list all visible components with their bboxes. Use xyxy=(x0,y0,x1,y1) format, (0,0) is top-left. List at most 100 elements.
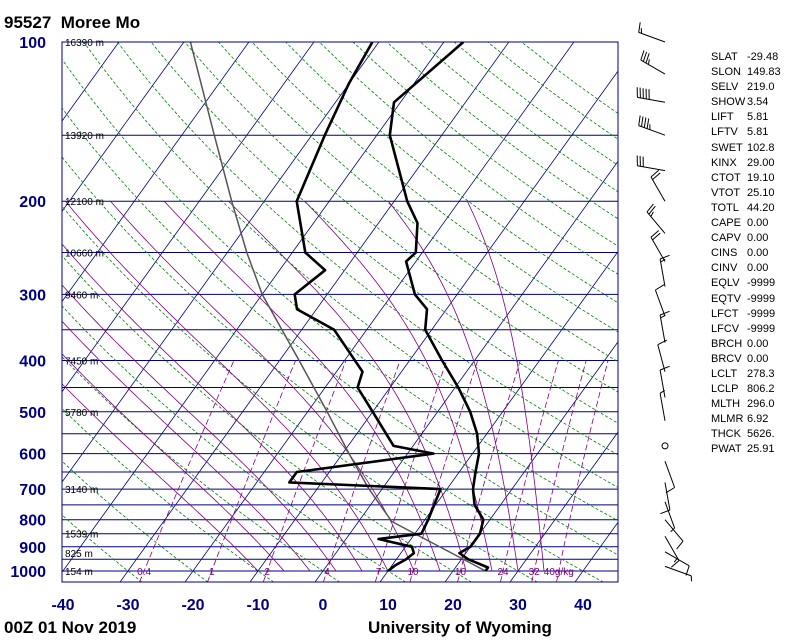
height-label: 16390 m xyxy=(65,38,104,49)
calm-wind-marker xyxy=(661,442,669,450)
index-name: LFTV xyxy=(711,126,738,139)
index-value: 29.00 xyxy=(747,156,775,169)
index-name: KINX xyxy=(711,156,737,169)
pressure-label: 800 xyxy=(19,513,46,530)
wind-barb-staff xyxy=(638,31,666,43)
wind-barb-staff xyxy=(659,314,666,343)
dry-adiabat xyxy=(62,407,275,582)
index-value: 25.91 xyxy=(747,443,775,456)
mixing-ratio-line xyxy=(207,360,296,582)
index-row: CTOT 19.10 xyxy=(711,171,781,186)
wind-barb-feather xyxy=(659,365,670,371)
dry-adiabat xyxy=(62,107,618,556)
index-value: 6.92 xyxy=(747,413,769,426)
wind-barb-feather xyxy=(659,389,665,394)
index-row: VTOT 25.10 xyxy=(711,186,781,201)
wind-barb-staff xyxy=(664,536,680,561)
index-value: 5.81 xyxy=(747,111,769,124)
wind-barb-staff xyxy=(664,501,676,529)
wind-barb-staff xyxy=(664,461,676,488)
index-row: SLON 149.83 xyxy=(711,65,781,80)
wind-barb-feather xyxy=(665,487,675,494)
index-value: 19.10 xyxy=(747,171,775,184)
wind-barb-feather xyxy=(659,254,670,260)
index-value: 278.3 xyxy=(747,367,775,380)
height-label: 7450 m xyxy=(65,357,98,368)
index-name: TOTL xyxy=(711,201,739,214)
wind-barb-feather xyxy=(650,169,660,178)
isotherm-line xyxy=(379,250,618,582)
station-name: Moree Mo xyxy=(60,13,141,32)
moist-adiabat xyxy=(65,200,389,572)
dry-adiabat xyxy=(285,42,618,304)
isotherm-line xyxy=(62,42,185,212)
dry-adiabat xyxy=(62,156,604,582)
height-label: 10660 m xyxy=(65,249,104,260)
mixing-ratio-label: 32 xyxy=(529,567,541,578)
moist-adiabat xyxy=(387,200,519,572)
dry-adiabat xyxy=(184,42,618,393)
index-row: EQLV -9999 xyxy=(711,276,781,291)
temperature-tick-label: 10 xyxy=(379,597,397,614)
temperature-tick-label: -30 xyxy=(116,597,139,614)
temperature-tick-label: -20 xyxy=(181,597,204,614)
index-value: 0.00 xyxy=(747,337,769,350)
index-name: BRCH xyxy=(711,337,743,350)
index-name: CINS xyxy=(711,247,738,260)
index-value: -29.48 xyxy=(747,51,779,63)
moist-adiabat xyxy=(62,353,285,572)
temperature-tick-label: 0 xyxy=(319,597,328,614)
wind-barb-staff xyxy=(664,551,690,567)
isotherm-line xyxy=(62,42,250,303)
wind-barb-feather xyxy=(655,284,665,291)
index-name: LFCV xyxy=(711,322,740,335)
index-value: 219.0 xyxy=(747,81,775,94)
index-name: EQLV xyxy=(711,277,740,290)
index-name: LCLT xyxy=(711,367,738,380)
index-value: 296.0 xyxy=(747,398,775,411)
index-row: BRCV 0.00 xyxy=(711,352,781,367)
wind-barb-staff xyxy=(659,393,666,421)
wind-barb-staff xyxy=(637,96,666,103)
wind-barbs xyxy=(636,22,692,582)
index-value: -9999 xyxy=(747,277,776,290)
wind-barb-feather xyxy=(650,211,654,217)
index-value: 5626. xyxy=(747,428,775,441)
isotherm-line xyxy=(509,431,618,582)
moist-adiabat xyxy=(163,200,441,572)
index-value: 0.00 xyxy=(747,217,769,230)
moist-adiabat xyxy=(466,201,545,572)
mixing-ratio-line xyxy=(374,360,448,582)
wind-barb-staff xyxy=(664,519,684,542)
isotherm-line xyxy=(62,42,380,483)
dry-adiabat xyxy=(62,356,341,582)
index-value: 102.8 xyxy=(747,141,775,154)
index-value: 0.00 xyxy=(747,352,769,365)
wind-barb-feather xyxy=(645,53,650,64)
index-row: SHOW 3.54 xyxy=(711,95,781,110)
wind-barb-feather xyxy=(646,203,654,213)
index-value: 0.00 xyxy=(747,247,769,260)
wind-barb-staff xyxy=(664,565,692,577)
wind-barb-staff xyxy=(638,125,666,136)
isotherm-line xyxy=(444,341,618,582)
index-row: CINV 0.00 xyxy=(711,261,781,276)
mixing-ratio-label: 2 xyxy=(264,567,270,578)
wind-barb-feather xyxy=(642,51,648,62)
dry-adiabat xyxy=(62,58,618,522)
wind-barb-feather xyxy=(660,258,666,263)
chart-profiles xyxy=(189,42,490,573)
index-value: 806.2 xyxy=(747,383,775,396)
moist-adiabat xyxy=(62,383,259,572)
index-value: 0.00 xyxy=(747,232,769,245)
temperature-tick-label: -40 xyxy=(51,597,74,614)
moist-adiabat xyxy=(62,320,311,572)
wind-barb-feather xyxy=(646,118,650,129)
isotherm-line xyxy=(119,42,510,582)
chart-grid xyxy=(62,42,618,582)
wind-barb-feather xyxy=(670,560,680,568)
wind-barb-feather xyxy=(648,59,650,65)
height-label: 154 m xyxy=(65,567,93,578)
wind-barb-feather xyxy=(657,339,668,346)
